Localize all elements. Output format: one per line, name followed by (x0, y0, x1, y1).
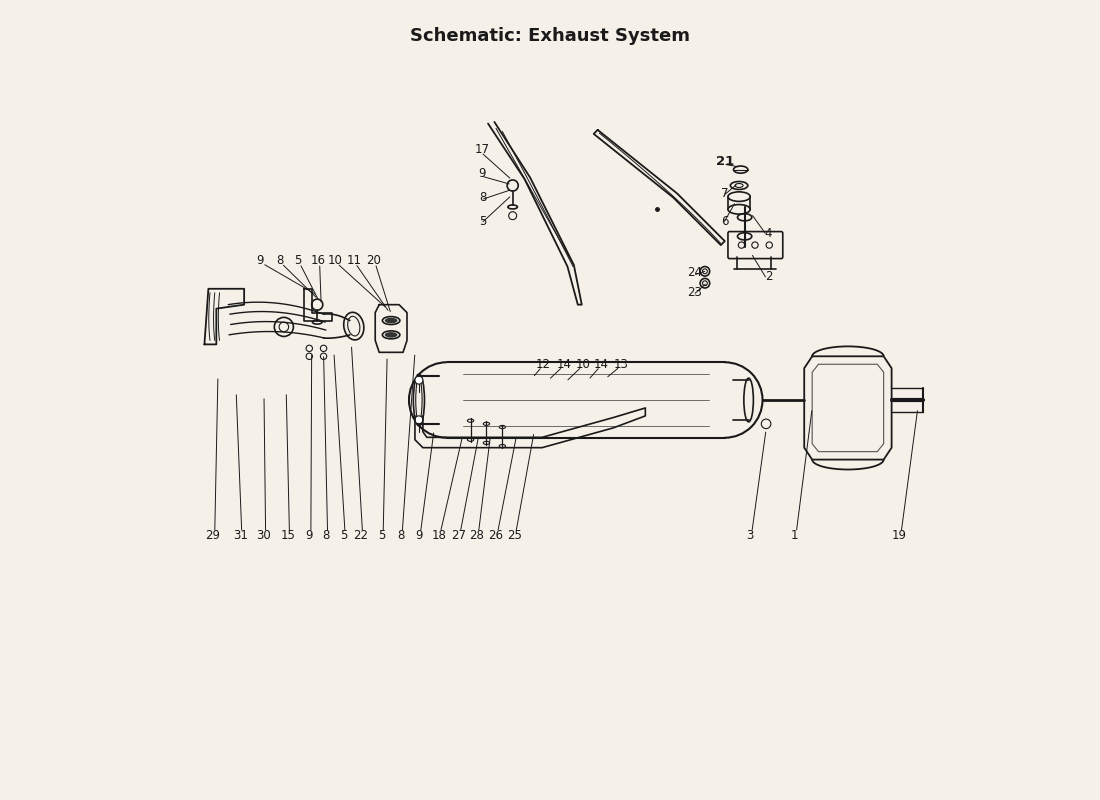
Text: 10: 10 (328, 254, 343, 267)
Text: 29: 29 (205, 529, 220, 542)
Text: 22: 22 (353, 529, 369, 542)
Text: 30: 30 (256, 529, 272, 542)
Text: 5: 5 (478, 214, 486, 228)
Text: 27: 27 (451, 529, 466, 542)
Text: 26: 26 (488, 529, 504, 542)
Text: 5: 5 (295, 254, 301, 267)
Text: 15: 15 (280, 529, 295, 542)
Text: 8: 8 (322, 529, 330, 542)
Circle shape (415, 376, 422, 384)
Text: 25: 25 (507, 529, 521, 542)
Circle shape (415, 416, 422, 424)
Text: 20: 20 (366, 254, 381, 267)
Text: 14: 14 (557, 358, 572, 370)
Text: 8: 8 (397, 529, 405, 542)
Text: 9: 9 (415, 529, 422, 542)
Text: 19: 19 (892, 529, 907, 542)
Ellipse shape (385, 318, 397, 323)
Text: 8: 8 (276, 254, 284, 267)
Text: Schematic: Exhaust System: Schematic: Exhaust System (410, 26, 690, 45)
Text: 9: 9 (306, 529, 313, 542)
Text: 14: 14 (594, 358, 609, 370)
Text: 6: 6 (720, 214, 728, 228)
Text: 3: 3 (747, 529, 754, 542)
Text: 9: 9 (478, 167, 486, 180)
Text: 9: 9 (256, 254, 264, 267)
Ellipse shape (385, 332, 397, 338)
Text: 16: 16 (310, 254, 326, 267)
Text: 28: 28 (470, 529, 484, 542)
Text: 11: 11 (346, 254, 361, 267)
Text: 10: 10 (576, 358, 591, 370)
Text: 13: 13 (614, 358, 629, 370)
Text: 5: 5 (340, 529, 348, 542)
Text: 31: 31 (233, 529, 248, 542)
Text: 12: 12 (536, 358, 551, 370)
Text: 18: 18 (431, 529, 447, 542)
Text: 23: 23 (688, 286, 702, 299)
Text: 5: 5 (378, 529, 385, 542)
Text: 17: 17 (475, 143, 490, 156)
Text: 7: 7 (720, 187, 728, 200)
Text: 8: 8 (478, 191, 486, 204)
Text: 24: 24 (688, 266, 702, 279)
Text: 2: 2 (764, 270, 772, 283)
Text: 4: 4 (764, 226, 772, 240)
Text: 1: 1 (791, 529, 799, 542)
Text: 21: 21 (716, 155, 734, 168)
